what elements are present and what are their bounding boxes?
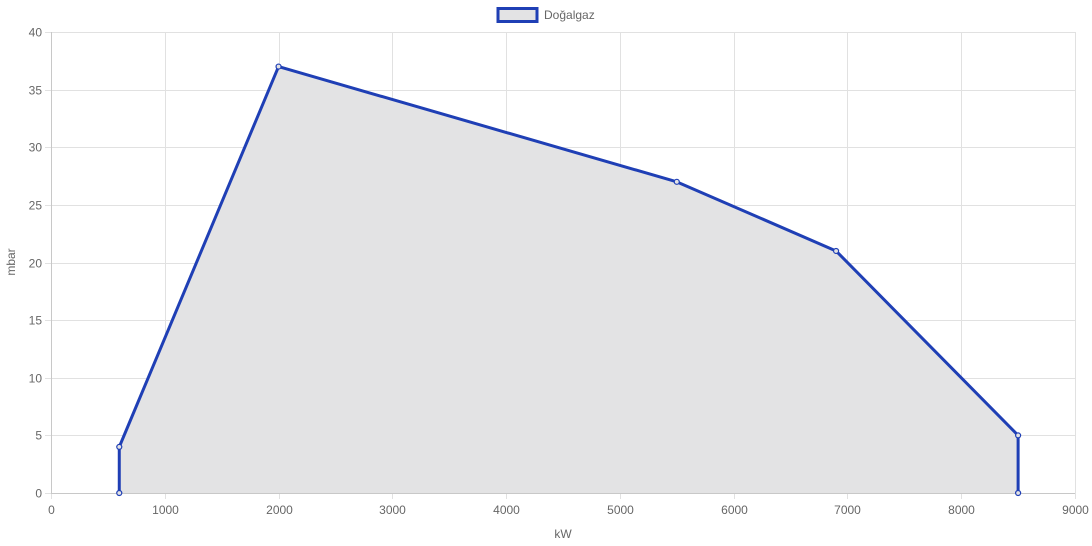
series-fill [119,66,1019,493]
y-tick-label: 0 [35,487,42,501]
data-point[interactable] [832,247,840,255]
y-axis-title: mbar [4,248,18,275]
x-tick-label: 0 [48,503,55,517]
legend-label[interactable]: Doğalgaz [544,8,595,22]
y-tick-label: 35 [29,84,43,98]
y-tick-label: 20 [29,257,43,271]
legend-swatch[interactable] [496,7,539,23]
series-points [116,63,1022,497]
y-tick-label: 25 [29,199,43,213]
y-tick-label: 15 [29,314,43,328]
axes [51,32,1075,494]
x-tick-label: 2000 [266,503,293,517]
tick-labels: 0 1000 2000 3000 4000 5000 6000 7000 8000 9000 0 5 1… [29,26,1090,518]
data-point[interactable] [275,63,282,70]
x-tick-label: 7000 [834,503,861,517]
x-tick-label: 6000 [721,503,748,517]
x-tick-label: 4000 [493,503,520,517]
data-point[interactable] [1015,489,1022,497]
x-tick-label: 8000 [948,503,975,517]
series-area [117,65,1020,493]
y-tick-label: 5 [35,429,42,443]
data-point[interactable] [673,178,680,185]
x-tick-label: 5000 [607,503,634,517]
x-tick-label: 1000 [152,503,179,517]
legend[interactable]: Doğalgaz [496,7,595,23]
x-tick-label: 9000 [1062,503,1089,517]
y-tick-label: 30 [29,141,43,155]
x-axis-title: kW [554,527,572,541]
data-point[interactable] [116,489,123,497]
data-point[interactable] [116,443,123,450]
x-tick-label: 3000 [379,503,406,517]
data-point[interactable] [1015,432,1022,439]
y-tick-label: 40 [29,26,43,40]
y-tick-label: 10 [29,372,43,386]
